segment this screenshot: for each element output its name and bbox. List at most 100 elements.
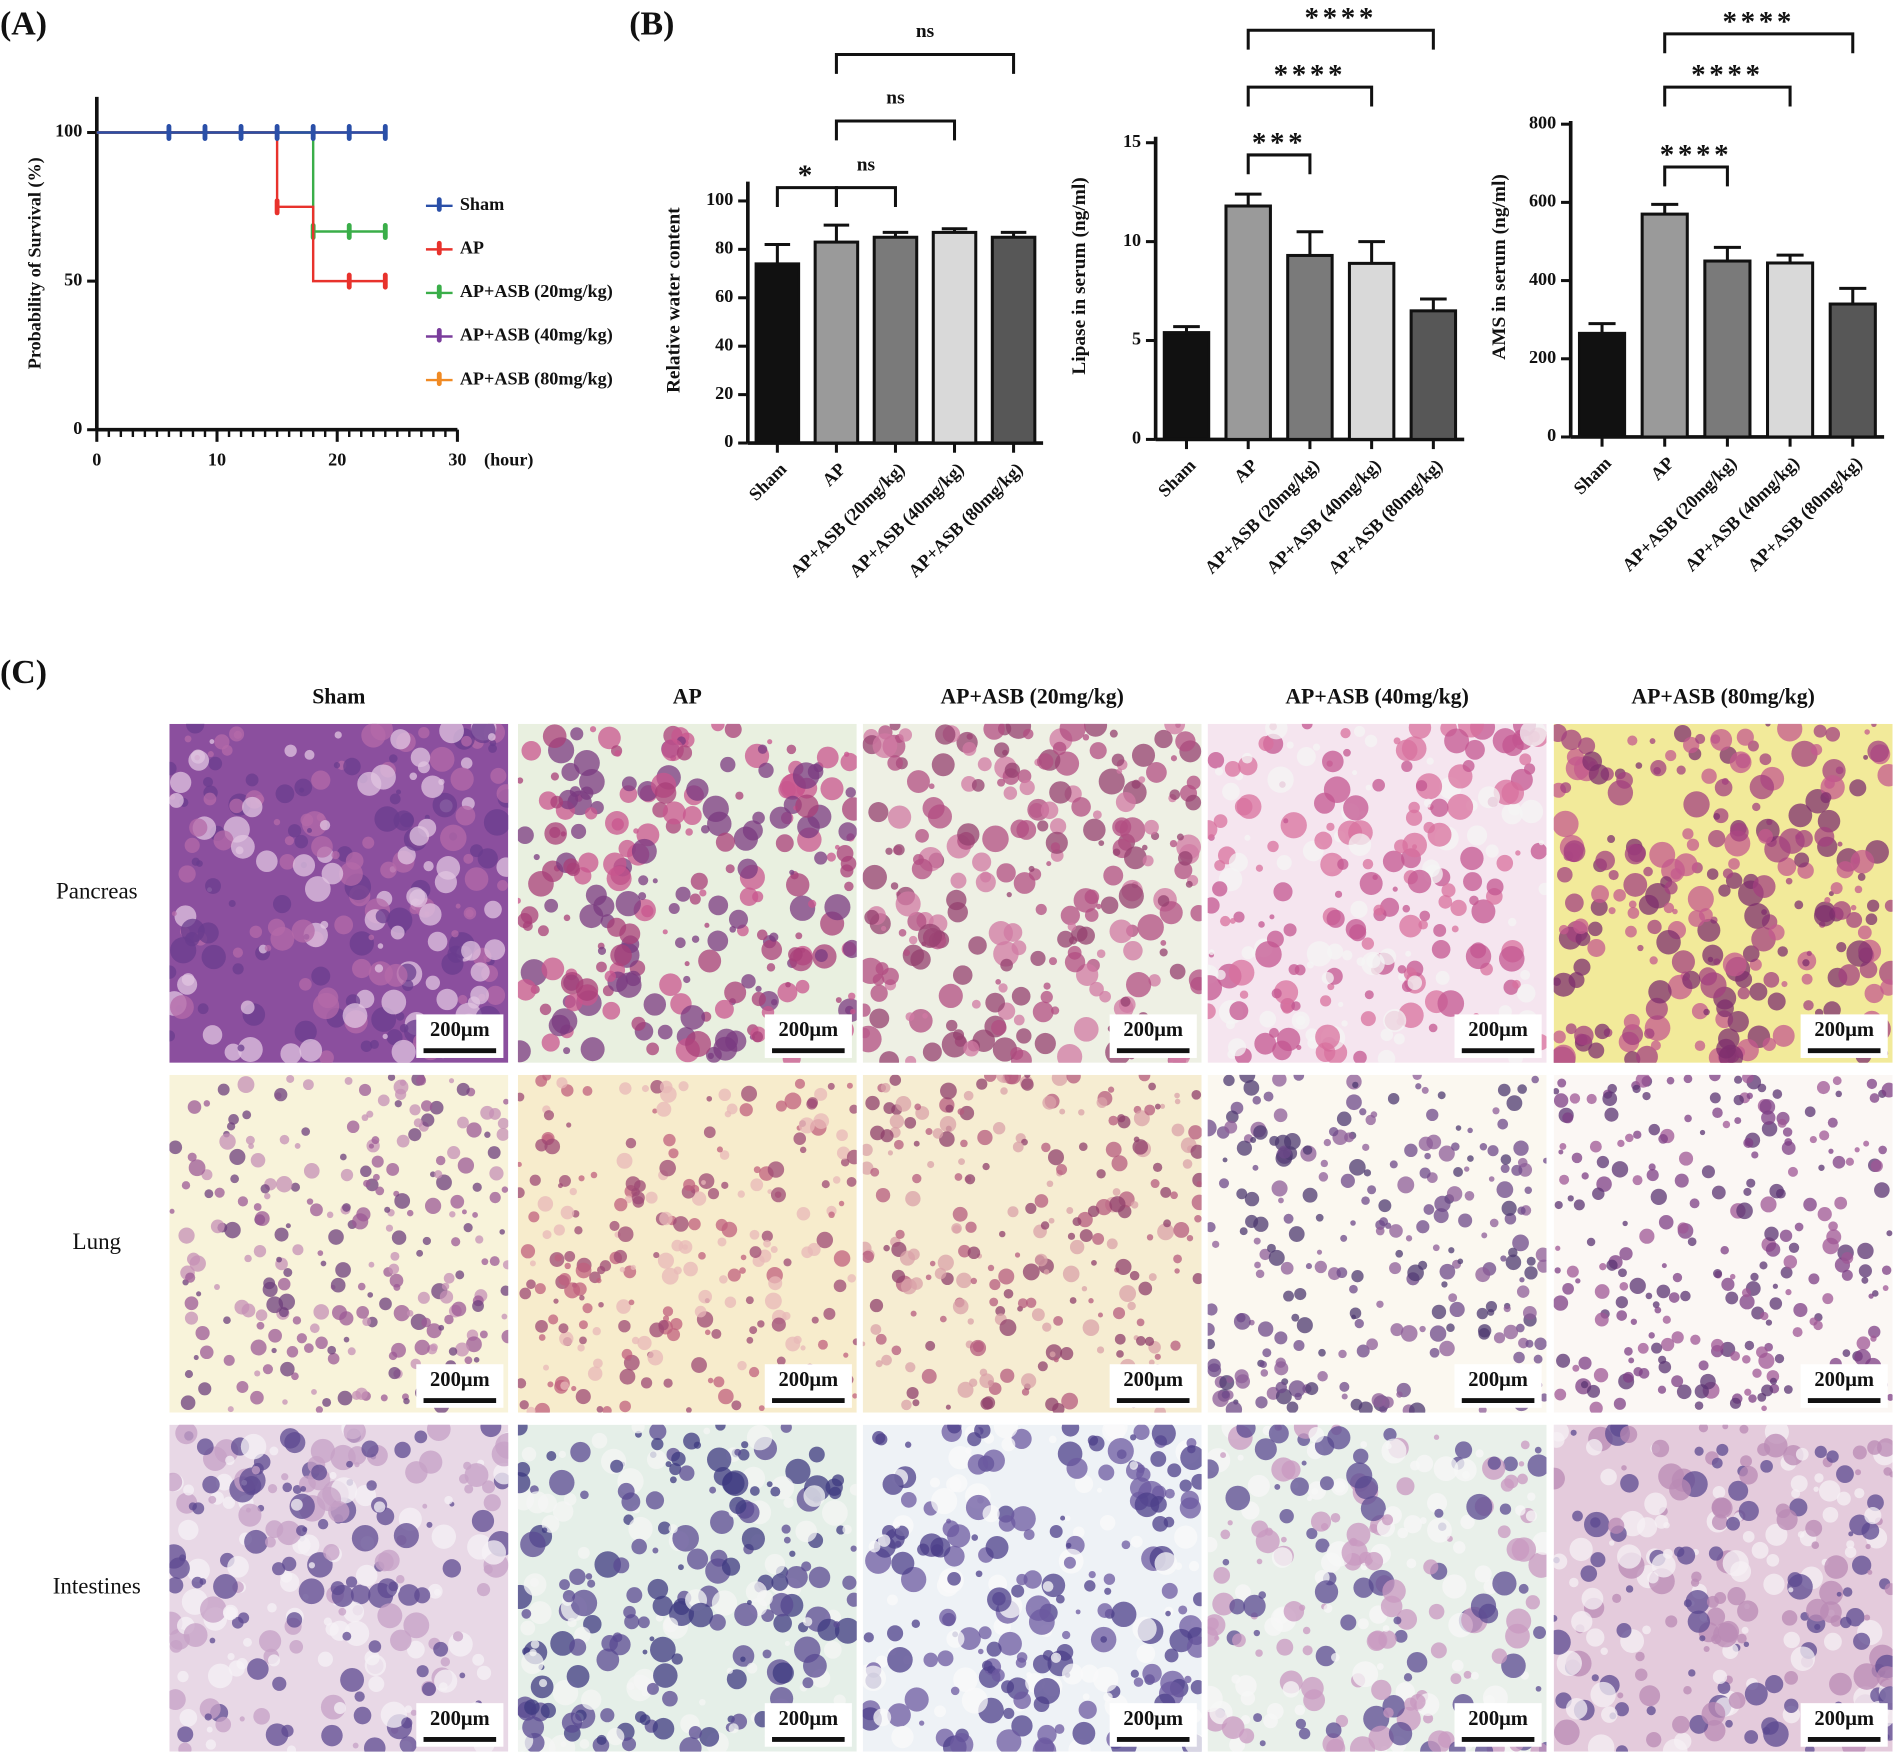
tissue-texture <box>1686 838 1700 851</box>
tissue-texture <box>1714 778 1733 797</box>
tissue-texture <box>1060 1347 1074 1361</box>
tissue-texture <box>1378 1199 1392 1213</box>
tissue-texture <box>517 897 521 904</box>
tissue-texture <box>1573 1199 1585 1211</box>
tissue-texture <box>1846 1540 1855 1549</box>
tissue-texture <box>1709 1092 1721 1104</box>
tissue-texture <box>1010 1046 1024 1060</box>
tissue-texture <box>526 1406 536 1413</box>
tissue-texture <box>311 966 331 986</box>
x-tick-label: AP+ASB (40mg/kg) <box>1681 453 1804 576</box>
tissue-texture <box>1801 973 1813 985</box>
tissue-texture <box>1191 1194 1202 1211</box>
tissue-texture <box>1595 850 1615 871</box>
tissue-texture <box>1788 1242 1800 1253</box>
tissue-texture <box>1057 1044 1083 1063</box>
tissue-texture <box>1278 1145 1292 1159</box>
tissue-texture <box>399 812 415 828</box>
tissue-texture <box>631 838 657 864</box>
tissue-texture <box>729 1496 747 1515</box>
tissue-texture <box>253 1244 267 1258</box>
tissue-texture <box>289 1639 304 1654</box>
tissue-texture <box>970 1277 978 1285</box>
tissue-texture <box>464 1484 474 1494</box>
tissue-texture <box>1694 1384 1709 1399</box>
tissue-texture <box>377 1603 403 1629</box>
tissue-texture <box>764 1292 782 1310</box>
tissue-texture <box>517 1424 528 1436</box>
tissue-texture <box>1813 724 1827 738</box>
tissue-texture <box>667 1328 681 1342</box>
tissue-texture <box>1512 1234 1529 1252</box>
tissue-texture <box>913 1140 920 1147</box>
tissue-texture <box>686 1548 709 1570</box>
tissue-texture <box>199 1345 214 1360</box>
tissue-texture <box>1093 1666 1119 1693</box>
tissue-texture <box>319 819 331 831</box>
tissue-texture <box>409 1104 421 1116</box>
tissue-texture <box>222 1496 236 1509</box>
tissue-texture <box>1323 1138 1332 1147</box>
tissue-texture <box>237 1076 255 1094</box>
tissue-texture <box>1726 1516 1740 1531</box>
tissue-texture <box>277 1277 291 1291</box>
tissue-texture <box>553 1224 565 1236</box>
tissue-texture <box>792 762 820 789</box>
tissue-texture <box>517 913 533 929</box>
tissue-texture <box>1178 1605 1188 1615</box>
tissue-texture <box>1048 1217 1055 1224</box>
tissue-texture <box>1556 1353 1571 1368</box>
tissue-texture <box>517 1040 531 1063</box>
tissue-texture <box>520 1531 546 1558</box>
tissue-texture <box>1408 723 1432 739</box>
tissue-texture <box>605 811 629 835</box>
tissue-texture <box>771 1573 789 1591</box>
tissue-texture <box>1448 1293 1458 1303</box>
tissue-texture <box>795 794 819 818</box>
tissue-texture <box>1262 1348 1272 1358</box>
tissue-texture <box>1463 1670 1472 1679</box>
tissue-texture <box>724 1296 737 1308</box>
tissue-texture <box>1046 1180 1054 1188</box>
tissue-texture <box>1069 1239 1085 1255</box>
tissue-texture <box>602 1405 612 1413</box>
tissue-texture <box>372 1173 380 1181</box>
tissue-texture <box>587 1366 603 1381</box>
tissue-texture <box>1810 744 1823 756</box>
tissue-texture <box>1466 1493 1493 1520</box>
tissue-texture <box>487 733 496 741</box>
tissue-texture <box>347 1347 356 1356</box>
tissue-texture <box>175 1424 198 1445</box>
tissue-texture <box>1049 781 1072 804</box>
tissue-texture <box>698 949 722 973</box>
tissue-texture <box>1740 1455 1752 1468</box>
tissue-texture <box>816 1231 834 1249</box>
tissue-texture <box>651 1437 664 1451</box>
tissue-texture <box>1097 1603 1113 1618</box>
tissue-texture <box>503 1098 509 1105</box>
tissue-texture <box>1174 1092 1180 1099</box>
tissue-texture <box>1320 852 1344 877</box>
tissue-texture <box>385 1224 394 1232</box>
tissue-texture <box>1271 1180 1288 1197</box>
tissue-texture <box>972 852 992 872</box>
tissue-texture <box>688 1726 702 1740</box>
tissue-texture <box>451 930 459 938</box>
tissue-texture <box>1553 1615 1558 1622</box>
tissue-texture <box>1225 1020 1236 1030</box>
tissue-texture <box>1003 1288 1014 1299</box>
tissue-texture <box>315 1336 328 1350</box>
tissue-texture <box>1717 1681 1731 1694</box>
tissue-texture <box>1772 1089 1783 1099</box>
tissue-texture <box>482 1480 496 1494</box>
tissue-texture <box>1037 820 1049 832</box>
tissue-texture <box>238 1503 262 1527</box>
tissue-texture <box>724 723 742 738</box>
tissue-texture <box>1802 959 1810 967</box>
tissue-texture <box>1021 1388 1030 1396</box>
tissue-texture <box>286 1612 303 1628</box>
tissue-texture <box>927 804 952 829</box>
tissue-texture <box>649 1636 655 1642</box>
tissue-texture <box>898 728 913 742</box>
tissue-texture <box>1403 1673 1413 1682</box>
